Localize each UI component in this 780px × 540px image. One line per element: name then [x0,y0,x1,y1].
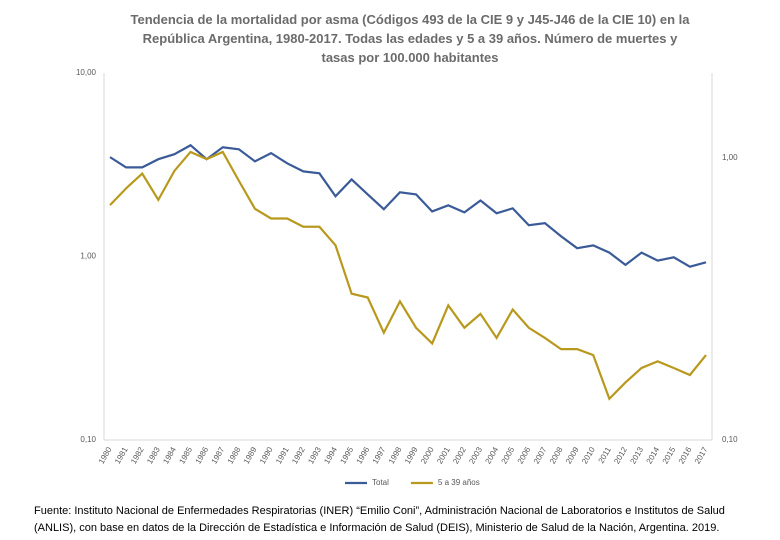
chart-title: Tendencia de la mortalidad por asma (Cód… [130,12,690,65]
x-tick-label: 1998 [387,445,404,465]
source-note: Fuente: Instituto Nacional de Enfermedad… [34,505,725,534]
x-tick-label: 1992 [290,445,307,465]
x-tick-label: 1994 [322,445,339,465]
x-tick-label: 1993 [306,445,323,465]
x-tick-label: 2009 [564,445,581,465]
x-tick-label: 1981 [113,445,130,465]
x-tick-label: 1995 [338,445,355,465]
x-tick-label: 2004 [483,445,500,465]
legend-label: 5 a 39 años [438,478,480,487]
x-tick-label: 2016 [677,445,694,465]
y2-tick-label: 1,00 [722,153,738,162]
x-tick-label: 1996 [355,445,372,465]
y-tick-label: 1,00 [80,252,96,261]
x-tick-label: 2002 [451,445,468,465]
x-tick-label: 2010 [580,445,597,465]
x-tick-label: 1988 [226,445,243,465]
x-tick-label: 2006 [516,445,533,465]
data-line [109,150,707,401]
x-tick-label: 2000 [419,445,436,465]
x-tick-label: 1989 [242,445,259,465]
x-tick-label: 2008 [548,445,565,465]
x-tick-label: 2013 [628,445,645,465]
y-tick-label: 0,10 [80,435,96,444]
x-tick-label: 1991 [274,445,291,465]
x-tick-label: 1986 [194,445,211,465]
x-tick-label: 2005 [500,445,517,465]
x-tick-label: 2007 [532,445,549,465]
x-tick-label: 2012 [612,445,629,465]
x-tick-label: 1990 [258,445,275,465]
x-tick-label: 1999 [403,445,420,465]
x-tick-label: 1984 [161,445,178,465]
x-tick-label: 2011 [597,445,614,465]
x-tick-label: 1997 [371,445,388,465]
x-tick-label: 1985 [177,445,194,465]
y-tick-label: 10,00 [76,68,97,77]
x-tick-label: 2001 [435,445,452,465]
x-tick-label: 1983 [145,445,162,465]
x-tick-label: 1980 [97,445,114,465]
x-tick-label: 1987 [210,445,227,465]
y2-tick-label: 0,10 [722,435,738,444]
x-tick-label: 2014 [645,445,662,465]
data-line [109,143,707,268]
x-tick-label: 2015 [661,445,678,465]
x-tick-label: 2003 [467,445,484,465]
x-tick-label: 1982 [129,445,146,465]
x-tick-label: 2017 [693,445,710,465]
legend-label: Total [372,478,389,487]
